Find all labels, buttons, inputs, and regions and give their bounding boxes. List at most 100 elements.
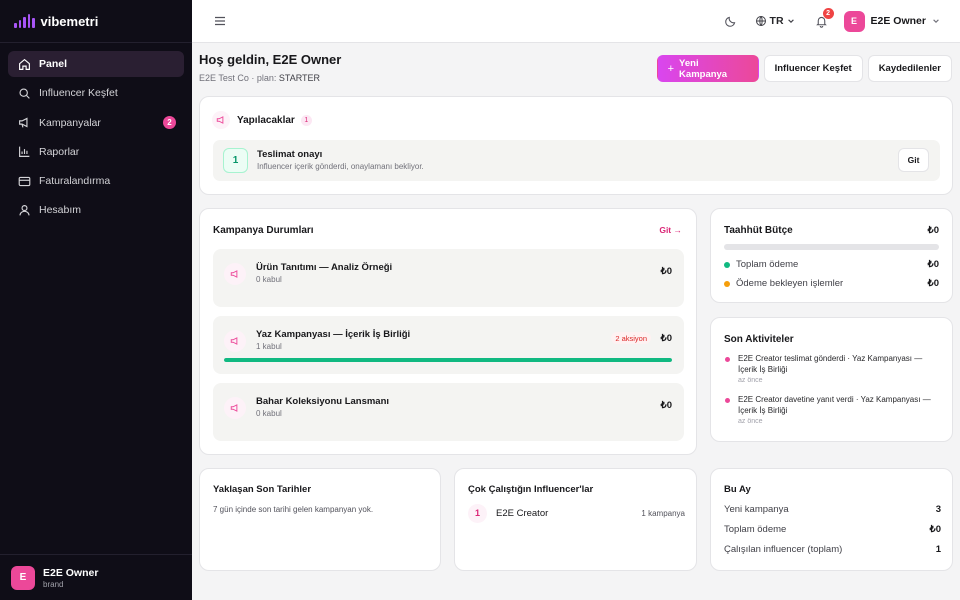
month-title: Bu Ay — [724, 484, 751, 495]
sidebar-item-kampanyalar[interactable]: Kampanyalar 2 — [8, 110, 184, 136]
user-menu[interactable]: E E2E Owner — [843, 10, 940, 32]
deadlines-title: Yaklaşan Son Tarihler — [213, 484, 312, 495]
campaign-amount: ₺0 — [660, 333, 672, 344]
topbar: TR 2 E E2E Owner — [192, 0, 960, 43]
budget-progress-bar — [724, 244, 939, 250]
campaign-title: Ürün Tanıtımı — Analiz Örneği — [256, 262, 393, 273]
todo-item-desc: Influencer içerik gönderdi, onaylamanı b… — [257, 162, 424, 171]
menu-icon[interactable] — [214, 15, 226, 27]
this-month-card: Bu Ay Yeni kampanya 3 Toplam ödeme ₺0 Ça… — [710, 468, 953, 571]
budget-row-label: Ödeme bekleyen işlemler — [736, 278, 844, 289]
campaign-title: Yaz Kampanyası — İçerik İş Birliği — [256, 329, 411, 340]
todo-item-title: Teslimat onayı — [257, 149, 323, 160]
megaphone-icon — [17, 116, 31, 130]
budget-row: Toplam ödeme ₺0 — [724, 259, 939, 270]
user-icon — [17, 203, 31, 217]
deadlines-empty-text: 7 gün içinde son tarihi gelen kampanyan … — [213, 505, 374, 514]
activity-item: E2E Creator davetine yanıt verdi · Yaz K… — [724, 394, 942, 425]
budget-card: Taahhüt Bütçe ₺0 Toplam ödeme ₺0 Ödeme b… — [710, 208, 953, 303]
campaign-accepts: 1 kabul — [256, 342, 282, 351]
discover-influencer-button[interactable]: Influencer Keşfet — [763, 55, 863, 82]
todo-item: 1 Teslimat onayı Influencer içerik gönde… — [213, 140, 940, 181]
sidebar-item-influencer-kesfet[interactable]: Influencer Keşfet — [8, 80, 184, 106]
recent-activities-card: Son Aktiviteler E2E Creator teslimat gön… — [710, 317, 953, 442]
month-stat-value: 1 — [935, 544, 941, 555]
avatar: E — [11, 565, 35, 590]
upcoming-deadlines-card: Yaklaşan Son Tarihler 7 gün içinde son t… — [199, 468, 441, 571]
month-stat-row: Yeni kampanya 3 — [724, 504, 941, 515]
influencer-rank: 1 — [468, 503, 487, 523]
brand-logo[interactable]: vibemetri — [0, 0, 192, 43]
bar-chart-icon — [17, 145, 31, 159]
sidebar-user-role: brand — [43, 579, 64, 589]
brand-bars-icon — [14, 14, 35, 28]
activity-time: az önce — [738, 377, 763, 384]
sidebar-item-label: Kampanyalar — [39, 116, 101, 129]
influencer-campaign-count: 1 kampanya — [641, 508, 685, 518]
campaign-item[interactable]: Ürün Tanıtımı — Analiz Örneği 0 kabul ₺0 — [213, 249, 684, 307]
plan-name: STARTER — [278, 73, 321, 83]
megaphone-icon — [224, 263, 246, 285]
globe-icon — [755, 16, 766, 26]
top-influencers-card: Çok Çalıştığın Influencer'lar 1 E2E Crea… — [454, 468, 697, 571]
influencer-name: E2E Creator — [496, 507, 549, 519]
megaphone-icon — [224, 397, 246, 419]
campaign-amount: ₺0 — [660, 266, 672, 277]
month-stat-label: Çalışılan influencer (toplam) — [724, 544, 843, 555]
campaign-progress-fill — [224, 358, 672, 362]
home-icon — [17, 57, 31, 71]
megaphone-icon — [224, 330, 246, 352]
sidebar-item-faturalandirma[interactable]: Faturalandırma — [8, 168, 184, 194]
sidebar-item-label: Raporlar — [39, 145, 80, 158]
sidebar-item-panel[interactable]: Panel — [8, 51, 184, 77]
campaign-item[interactable]: Bahar Koleksiyonu Lansmanı 0 kabul ₺0 — [213, 383, 684, 441]
todo-count-badge: 1 — [300, 114, 312, 126]
campaign-item[interactable]: Yaz Kampanyası — İçerik İş Birliği 1 kab… — [213, 316, 684, 374]
budget-row-label: Toplam ödeme — [736, 259, 799, 270]
month-stat-row: Toplam ödeme ₺0 — [724, 524, 941, 535]
company-plan-prefix: E2E Test Co · plan: — [199, 73, 279, 83]
sidebar-item-raporlar[interactable]: Raporlar — [8, 139, 184, 165]
budget-total: ₺0 — [927, 225, 939, 236]
campaign-accepts: 0 kabul — [256, 409, 282, 418]
new-campaign-button[interactable]: + Yeni Kampanya — [656, 55, 759, 82]
activity-time: az önce — [738, 418, 763, 425]
notification-count-badge: 2 — [822, 8, 834, 19]
language-selector[interactable]: TR — [755, 15, 798, 27]
campaigns-count-badge: 2 — [163, 115, 176, 129]
search-icon — [17, 86, 31, 100]
todo-go-button[interactable]: Git — [898, 148, 929, 172]
campaign-status-card: Kampanya Durumları Git → Ürün Tanıtımı —… — [199, 208, 697, 455]
campaign-amount: ₺0 — [660, 400, 672, 411]
megaphone-icon — [212, 111, 230, 129]
sidebar-user-name: E2E Owner — [43, 566, 99, 579]
campaign-status-title: Kampanya Durumları — [213, 225, 314, 236]
page-header: Hoş geldin, E2E Owner E2E Test Co · plan… — [199, 52, 341, 83]
sidebar-item-label: Panel — [39, 58, 68, 70]
todo-title: Yapılacaklar — [237, 114, 295, 126]
sidebar-user[interactable]: E E2E Owner brand — [0, 554, 192, 600]
user-menu-name: E2E Owner — [870, 15, 926, 27]
chevron-down-icon — [933, 19, 939, 23]
notifications-bell-icon[interactable]: 2 — [810, 8, 834, 33]
campaign-accepts: 0 kabul — [256, 275, 282, 284]
month-stat-value: ₺0 — [929, 524, 941, 535]
influencer-row[interactable]: 1 E2E Creator 1 kampanya — [468, 503, 685, 523]
saved-button[interactable]: Kaydedilenler — [867, 55, 952, 82]
header-actions: + Yeni Kampanya Influencer Keşfet Kaydedi… — [656, 55, 952, 82]
status-dot — [724, 261, 730, 268]
sidebar-item-hesabim[interactable]: Hesabım — [8, 197, 184, 223]
page-subtitle: E2E Test Co · plan: STARTER — [199, 73, 341, 83]
todo-card: Yapılacaklar 1 1 Teslimat onayı Influenc… — [199, 96, 953, 195]
activity-text: E2E Creator davetine yanıt verdi · Yaz K… — [738, 395, 931, 415]
plus-icon: + — [667, 62, 675, 75]
status-dot — [724, 280, 730, 287]
chevron-down-icon — [787, 19, 794, 23]
todo-item-number: 1 — [223, 148, 248, 173]
campaigns-go-link[interactable]: Git → — [659, 225, 682, 235]
campaign-progress-bar — [224, 358, 672, 362]
month-stat-row: Çalışılan influencer (toplam) 1 — [724, 544, 941, 555]
theme-toggle-moon-icon[interactable] — [719, 9, 743, 33]
month-stat-value: 3 — [935, 504, 941, 515]
action-count-badge: 2 aksiyon — [611, 332, 651, 344]
